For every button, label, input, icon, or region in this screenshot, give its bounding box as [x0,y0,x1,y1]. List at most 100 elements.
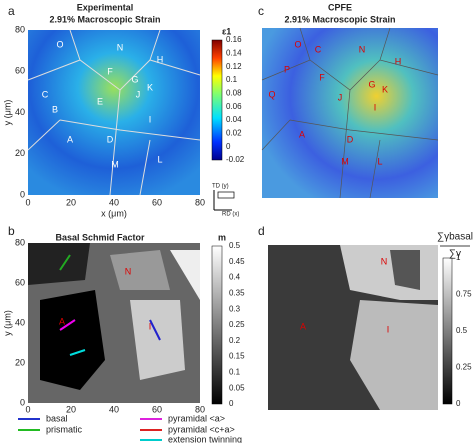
colorbar-tick-label: 0.16 [226,35,242,44]
panel-subtitle: 2.91% Macroscopic Strain [49,14,160,24]
y-axis-label: y (μm) [2,100,12,126]
region-label: M [111,159,119,169]
x-tick-label: 20 [66,197,76,207]
x-tick-label: 20 [66,404,76,414]
panel-title: Basal Schmid Factor [55,232,145,242]
panel-label: b [8,224,15,238]
colorbar-title: ε1 [222,26,231,36]
region-label: J [338,92,343,102]
panel-subtitle: 2.91% Macroscopic Strain [284,14,395,24]
panel-title: Experimental [77,2,134,12]
colorbar-tick-label: 0.12 [226,62,242,71]
region-label: Q [268,89,275,99]
colorbar-tick-label: 0 [229,399,234,408]
colorbar-tick-label: 0.1 [226,75,238,84]
region-label: I [149,321,152,331]
colorbar-tick-label: 0 [456,399,461,408]
colorbar-tick-label: 0.14 [226,48,242,57]
region-label: P [284,64,290,74]
panel-label: c [258,4,264,18]
x-axis-label: x (μm) [101,208,127,218]
region-label: H [395,56,402,66]
region-label: A [300,321,306,331]
colorbar-tick-label: 0.2 [229,336,241,345]
colorbar-tick-label: 0 [226,142,231,151]
legend-label: extension twinning [168,434,242,443]
region-label: J [136,89,141,99]
region-label: H [157,54,164,64]
legend-label: pyramidal <c+a> [168,424,235,434]
region-label: G [368,79,375,89]
colorbar-tick-label: 0.15 [229,352,245,361]
region-label: O [56,39,63,49]
region-label: B [52,104,58,114]
y-tick-label: 60 [15,66,25,76]
y-tick-label: 0 [20,397,25,407]
colorbar-tick-label: 0.02 [226,128,242,137]
colorbar-tick-label: 0.1 [229,368,241,377]
x-tick-label: 0 [25,404,30,414]
x-tick-label: 80 [195,404,205,414]
x-tick-label: 40 [109,197,119,207]
axis-icon-label: RD (x) [222,212,239,218]
colorbar-tick-label: 1 [456,253,461,262]
region-label: G [131,74,138,84]
x-tick-label: 60 [152,404,162,414]
legend-label: basal [46,413,68,423]
panel-title: CPFE [328,2,352,12]
axis-icon-label: TD (y) [212,184,229,190]
region-label: C [315,44,322,54]
y-tick-label: 80 [15,237,25,247]
strain-map [262,28,438,198]
x-tick-label: 0 [25,197,30,207]
panel-label: a [8,4,15,18]
y-tick-label: 60 [15,277,25,287]
region-label: N [117,42,124,52]
legend-label: pyramidal <a> [168,413,225,423]
region-label: K [147,82,153,92]
y-tick-label: 40 [15,317,25,327]
region-label: N [381,256,388,266]
y-tick-label: 80 [15,24,25,34]
region-label: L [157,154,162,164]
region-label: L [377,156,382,166]
region-label: D [347,134,354,144]
colorbar-tick-label: 0.75 [456,290,472,299]
colorbar-title: ∑γ [449,249,461,260]
colorbar-title: ∑γbasal [437,232,473,243]
region-label: A [299,129,305,139]
region-label: I [374,102,377,112]
y-tick-label: 40 [15,107,25,117]
colorbar-tick-label: 0.04 [226,115,242,124]
colorbar-tick-label: 0.45 [229,257,245,266]
colorbar-tick-label: -0.02 [226,155,245,164]
region-label: D [107,134,114,144]
strain-map [28,30,200,195]
x-tick-label: 40 [109,404,119,414]
colorbar-tick-label: 0.35 [229,289,245,298]
colorbar-tick-label: 0.4 [229,273,241,282]
colorbar-tick-label: 0.06 [226,102,242,111]
y-tick-label: 20 [15,357,25,367]
region-label: K [382,84,388,94]
x-tick-label: 60 [152,197,162,207]
region-label: E [97,96,103,106]
region-label: O [294,39,301,49]
y-axis-label: y (μm) [2,310,12,336]
colorbar-tick-label: 0.5 [456,326,468,335]
region-label: I [387,324,390,334]
region-label: F [319,72,325,82]
colorbar-tick-label: 0.3 [229,304,241,313]
colorbar-title: m [218,232,226,242]
region-label: C [42,89,49,99]
colorbar-tick-label: 0.25 [456,363,472,372]
y-tick-label: 20 [15,148,25,158]
colorbar-tick-label: 0.5 [229,241,241,250]
region-label: N [125,266,132,276]
colorbar-tick-label: 0.25 [229,320,245,329]
region-label: M [341,156,349,166]
region-label: F [107,66,113,76]
region-label: I [149,114,152,124]
legend-label: prismatic [46,424,83,434]
